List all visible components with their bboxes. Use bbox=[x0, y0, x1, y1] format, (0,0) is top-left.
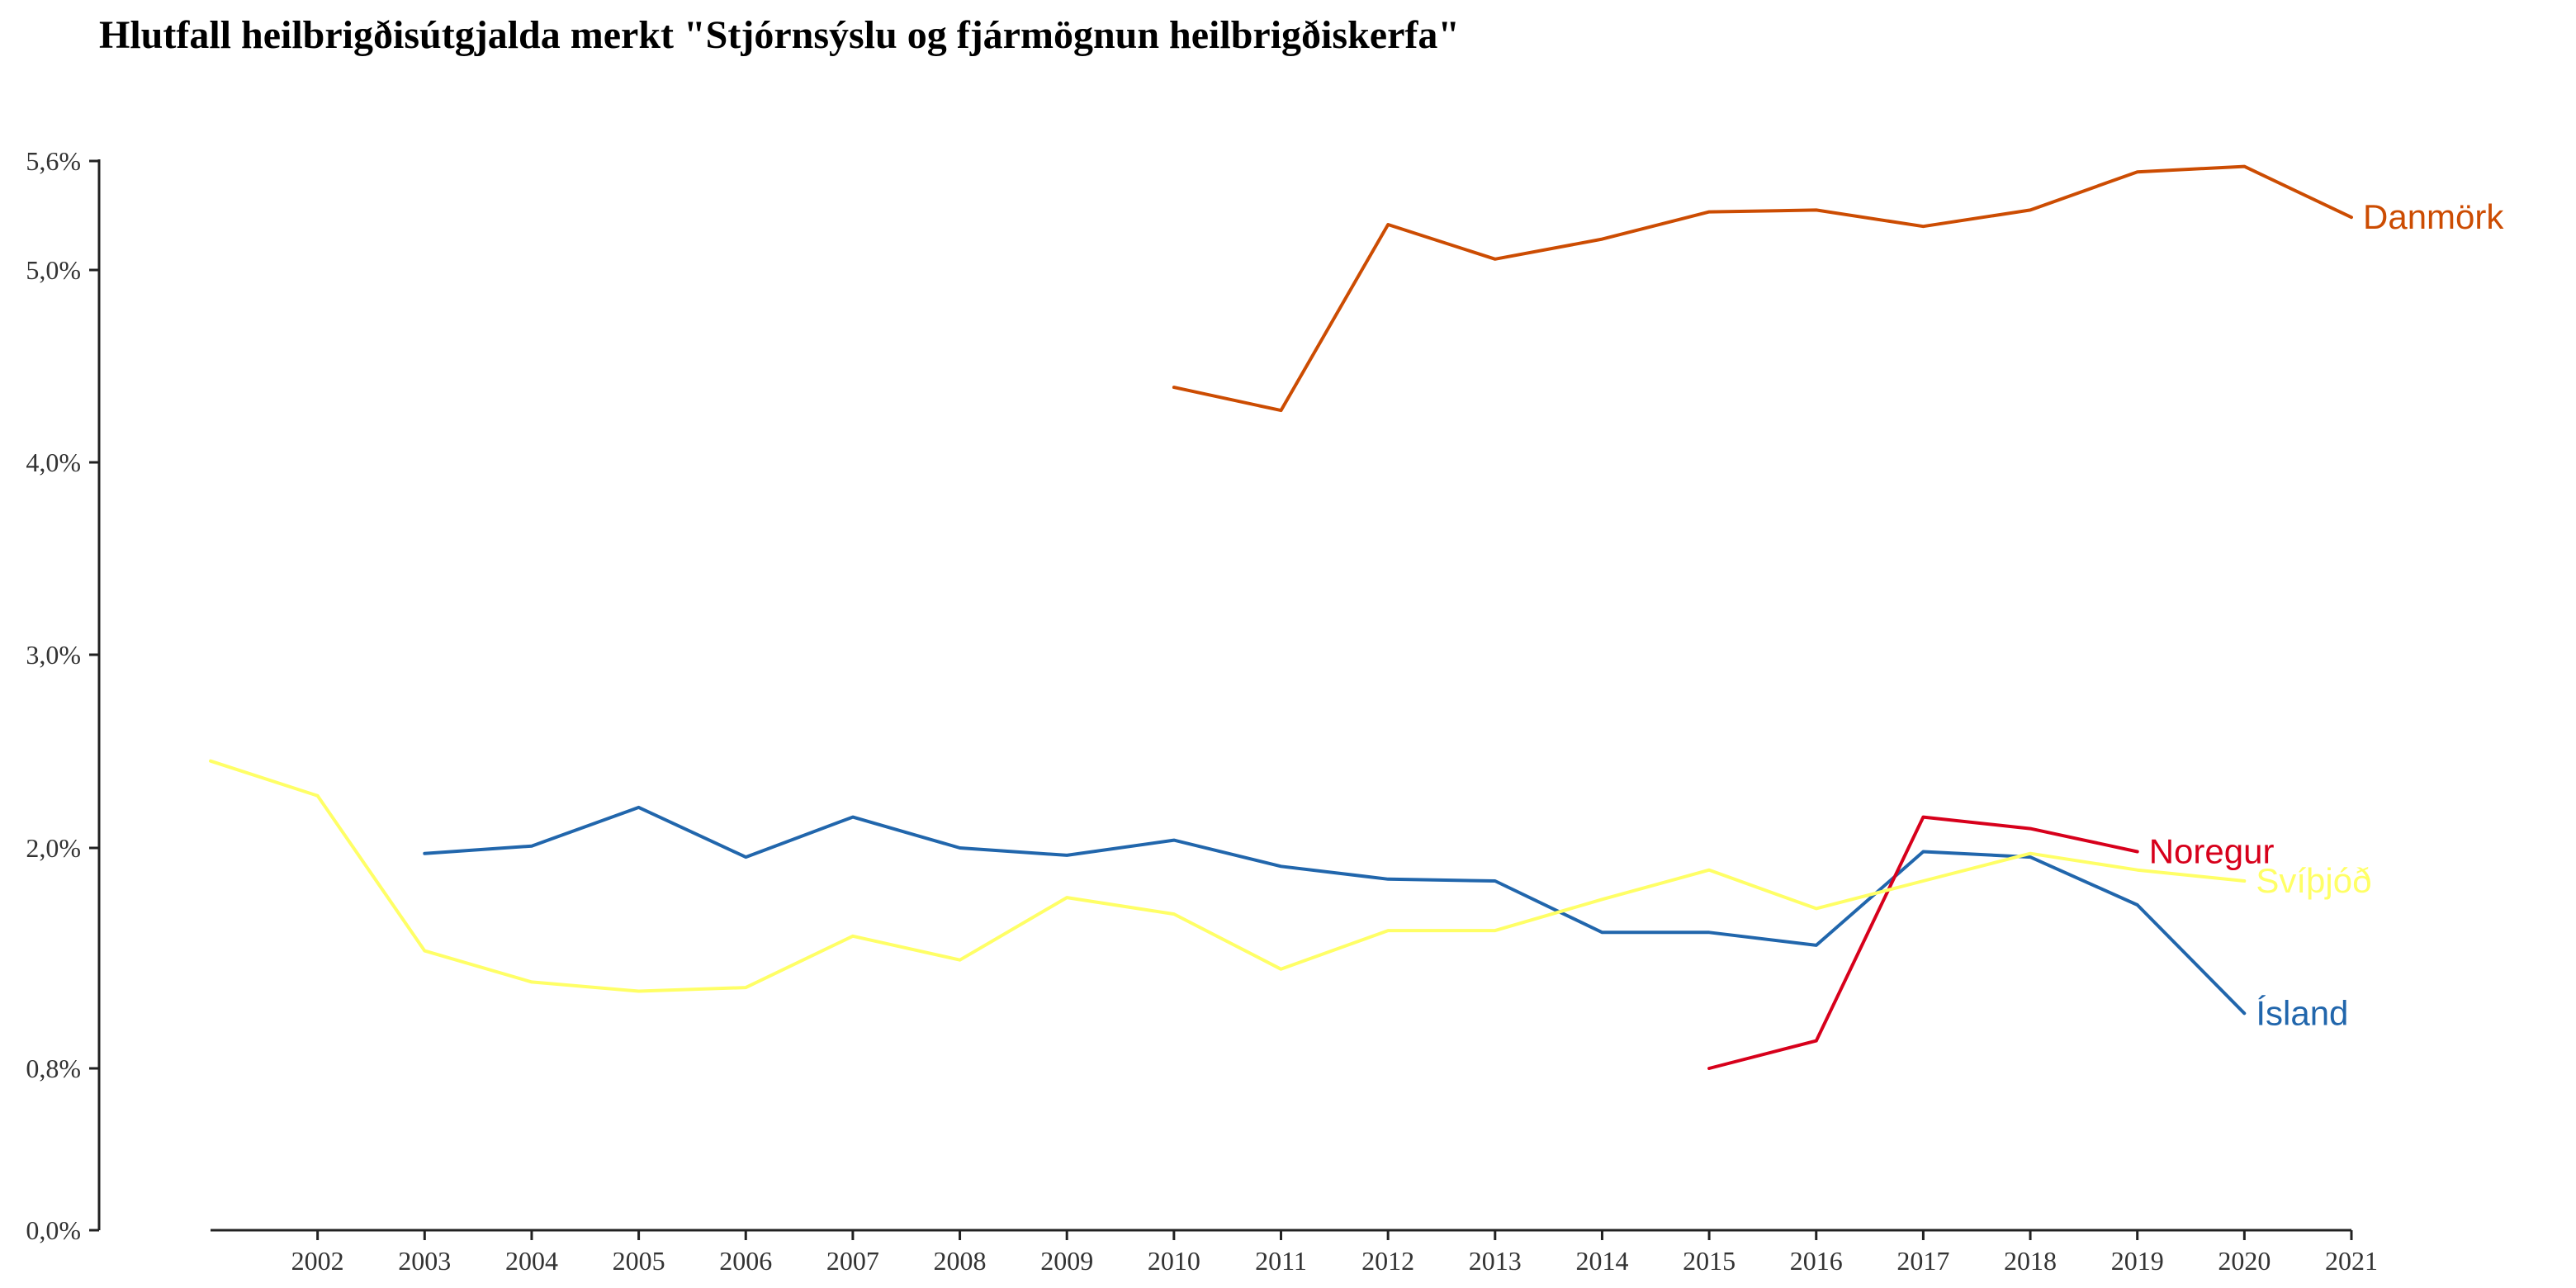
x-tick-label: 2009 bbox=[1040, 1246, 1093, 1276]
x-tick-label: 2003 bbox=[398, 1246, 451, 1276]
series-line-i-sland bbox=[423, 805, 2247, 1016]
series-line-danmo-rk bbox=[1172, 164, 2353, 413]
series-label-i-sland: Ísland bbox=[2256, 993, 2348, 1032]
y-tick-label: 0,8% bbox=[26, 1054, 81, 1083]
x-tick-label: 2013 bbox=[1469, 1246, 1522, 1276]
x-tick-label: 2015 bbox=[1683, 1246, 1735, 1276]
y-axis-ticks: 0,0% 0,8% 2,0% 3,0% 4,0% 5,0% 5,6% bbox=[26, 146, 99, 1245]
series-line-svi-jo bbox=[209, 759, 2247, 993]
x-tick-label: 2010 bbox=[1148, 1246, 1200, 1276]
x-tick-label: 2012 bbox=[1361, 1246, 1414, 1276]
series-label-danmo-rk: Danmörk bbox=[2363, 197, 2504, 236]
x-tick-label: 2018 bbox=[2004, 1246, 2057, 1276]
y-tick-label: 4,0% bbox=[26, 447, 81, 477]
y-tick-label: 3,0% bbox=[26, 640, 81, 670]
x-tick-label: 2014 bbox=[1575, 1246, 1628, 1276]
x-tick-label: 2007 bbox=[826, 1246, 879, 1276]
y-tick-label: 0,0% bbox=[26, 1215, 81, 1245]
x-tick-label: 2017 bbox=[1896, 1246, 1949, 1276]
series-line-noregur bbox=[1707, 815, 2139, 1070]
x-tick-label: 2020 bbox=[2218, 1246, 2271, 1276]
y-tick-label: 5,6% bbox=[26, 146, 81, 176]
x-tick-label: 2006 bbox=[719, 1246, 772, 1276]
x-axis-ticks: 2002 2003 2004 2005 2006 2007 2008 2009 2010 2011… bbox=[291, 1230, 2378, 1276]
x-tick-label: 2005 bbox=[613, 1246, 665, 1276]
series-label-svi-jo: Svíþjóð bbox=[2256, 861, 2371, 900]
x-tick-label: 2021 bbox=[2325, 1246, 2378, 1276]
y-tick-label: 5,0% bbox=[26, 255, 81, 285]
x-tick-label: 2016 bbox=[1790, 1246, 1843, 1276]
x-tick-label: 2019 bbox=[2111, 1246, 2164, 1276]
x-tick-label: 2011 bbox=[1255, 1246, 1307, 1276]
x-tick-label: 2008 bbox=[934, 1246, 987, 1276]
series-lines bbox=[209, 164, 2353, 1070]
y-tick-label: 2,0% bbox=[26, 833, 81, 863]
x-tick-label: 2004 bbox=[505, 1246, 558, 1276]
x-tick-label: 2002 bbox=[291, 1246, 344, 1276]
series-label-noregur: Noregur bbox=[2149, 831, 2275, 870]
chart-title: Hlutfall heilbrigðisútgjalda merkt "Stjó… bbox=[99, 13, 1460, 57]
